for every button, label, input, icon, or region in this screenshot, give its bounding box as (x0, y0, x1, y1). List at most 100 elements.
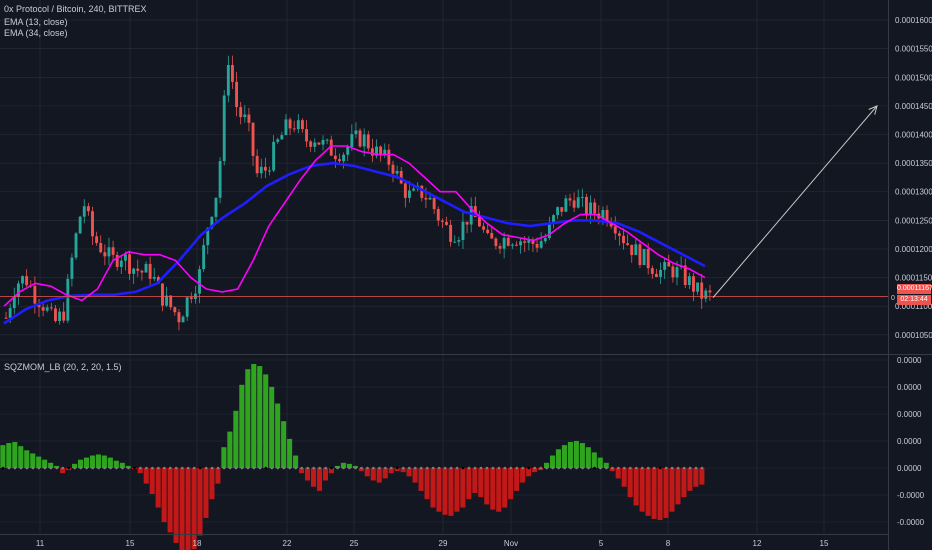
squeeze-dot (85, 466, 88, 470)
squeeze-dot (503, 466, 507, 470)
momentum-bar (502, 468, 508, 508)
squeeze-dot (396, 466, 399, 470)
squeeze-dot (157, 466, 160, 470)
squeeze-dot (605, 466, 608, 470)
candle-body (268, 170, 271, 172)
time-tick-label: 15 (126, 539, 135, 548)
indicator-axis[interactable]: 0.0000 0.0000 0.0000 0.0000 0.0000 -0.0000 -0.… (897, 356, 925, 527)
ema13-legend[interactable]: EMA (13, close) (4, 17, 68, 27)
momentum-bar (269, 386, 275, 468)
candle-body (140, 270, 144, 273)
candle-body (12, 296, 16, 309)
candle-body (585, 196, 588, 215)
squeeze-dot (294, 466, 298, 470)
projection-arrow[interactable] (712, 105, 878, 298)
momentum-bar (12, 442, 18, 468)
momentum-bar (514, 468, 520, 491)
candle-body (41, 307, 45, 311)
candle-body (251, 122, 255, 156)
candle-body (58, 311, 62, 322)
squeeze-dot (330, 466, 333, 470)
candle-body (650, 268, 654, 274)
candle-body (202, 245, 206, 270)
momentum-bar (281, 421, 287, 468)
candle-body (457, 240, 461, 242)
time-tick-label: 8 (666, 539, 671, 548)
candle-body (560, 207, 564, 212)
momentum-bar (340, 462, 346, 468)
squeeze-dot (640, 466, 644, 470)
symbol-title[interactable]: 0x Protocol / Bitcoin, 240, BITTREX (4, 4, 147, 14)
candle-body (226, 64, 230, 96)
hidden-price-label: 0 (891, 295, 895, 302)
momentum-histogram (0, 364, 705, 550)
candle-body (395, 170, 399, 174)
momentum-bar (191, 468, 197, 550)
squeeze-dot (384, 466, 387, 470)
momentum-bar (305, 468, 311, 481)
time-tick-label: 29 (439, 539, 448, 548)
squeeze-dot (252, 466, 256, 470)
candle-body (66, 278, 70, 321)
momentum-bar (185, 468, 191, 550)
time-axis[interactable]: 11 15 18 22 25 29 Nov 5 8 12 15 (36, 539, 829, 548)
squeeze-dot (569, 466, 572, 470)
candle-body (399, 170, 403, 184)
squeeze-dot (19, 466, 23, 470)
squeeze-dot (360, 466, 363, 470)
candle-body (243, 114, 247, 118)
squeeze-dot (342, 466, 345, 470)
candle-body (482, 226, 485, 230)
candle-body (263, 166, 267, 171)
time-tick-label: 22 (283, 539, 292, 548)
candle-body (4, 317, 8, 319)
projection-arrowhead (868, 105, 878, 115)
candle-body (498, 246, 502, 249)
momentum-bar (239, 384, 245, 468)
candle-body (119, 260, 123, 267)
squeeze-dot (240, 466, 244, 470)
squeeze-dot (527, 466, 531, 470)
momentum-bar (496, 468, 502, 512)
candle-body (280, 135, 284, 140)
ema34-legend[interactable]: EMA (34, close) (4, 28, 68, 38)
squeeze-dot (443, 466, 447, 470)
squeeze-dot (97, 466, 100, 470)
candle-body (708, 290, 712, 293)
candle-body (54, 308, 57, 322)
squeeze-dot (539, 466, 542, 470)
squeeze-dot (246, 466, 250, 470)
squeeze-dot (688, 466, 692, 470)
squeeze-dot (1, 466, 5, 470)
candle-body (622, 235, 625, 244)
indicator-legend[interactable]: SQZMOM_LB (20, 2, 20, 1.5) (4, 362, 122, 372)
squeeze-dot (354, 466, 357, 470)
momentum-bar (197, 468, 203, 536)
squeeze-dot (467, 466, 471, 470)
candle-body (206, 227, 210, 246)
candle-body (136, 268, 140, 271)
momentum-bar (406, 468, 412, 477)
ema34-line (3, 161, 706, 325)
candle-body (284, 119, 288, 136)
squeeze-dot (515, 466, 519, 470)
momentum-bar (412, 468, 418, 483)
momentum-bar (364, 468, 370, 477)
candle-body (494, 238, 498, 247)
squeeze-dot (617, 466, 620, 470)
momentum-bar (567, 442, 573, 468)
squeeze-dot (587, 466, 590, 470)
squeeze-dot (413, 466, 417, 470)
momentum-bar (137, 468, 143, 474)
candle-body (144, 263, 148, 273)
squeeze-dot (694, 466, 698, 470)
candle-body (646, 249, 650, 269)
squeeze-dot (168, 466, 172, 470)
candle-body (580, 196, 584, 198)
squeeze-dot (324, 466, 327, 470)
squeeze-dot (186, 466, 190, 470)
